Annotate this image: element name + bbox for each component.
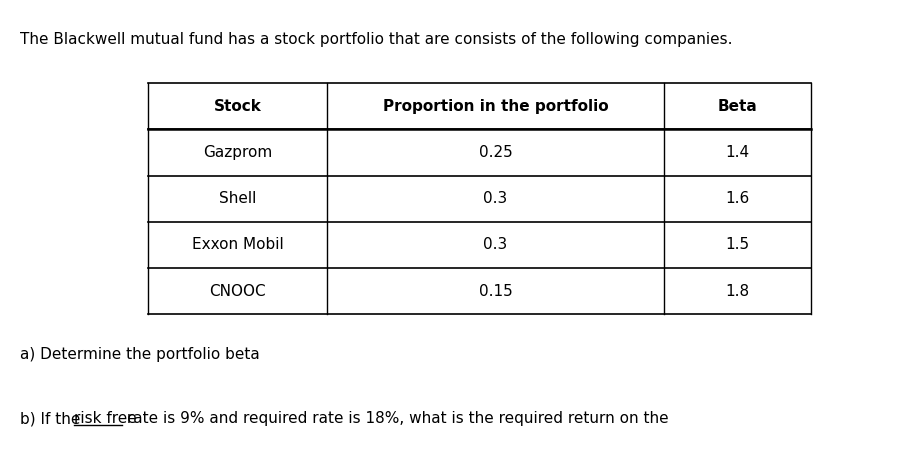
Text: 0.3: 0.3: [483, 191, 508, 206]
Text: 0.25: 0.25: [479, 145, 513, 160]
Text: The Blackwell mutual fund has a stock portfolio that are consists of the followi: The Blackwell mutual fund has a stock po…: [20, 32, 733, 47]
Text: 0.3: 0.3: [483, 237, 508, 252]
Text: Proportion in the portfolio: Proportion in the portfolio: [383, 99, 609, 114]
Text: Shell: Shell: [219, 191, 256, 206]
Text: risk free: risk free: [74, 411, 136, 426]
Text: a) Determine the portfolio beta: a) Determine the portfolio beta: [20, 346, 260, 361]
Text: 1.5: 1.5: [726, 237, 750, 252]
Text: rate is 9% and required rate is 18%, what is the required return on the: rate is 9% and required rate is 18%, wha…: [122, 411, 668, 426]
Text: Gazprom: Gazprom: [203, 145, 272, 160]
Text: Stock: Stock: [214, 99, 261, 114]
Text: 0.15: 0.15: [479, 284, 513, 298]
Text: 1.6: 1.6: [726, 191, 750, 206]
Text: Exxon Mobil: Exxon Mobil: [192, 237, 283, 252]
Text: Beta: Beta: [717, 99, 758, 114]
Text: 1.4: 1.4: [726, 145, 750, 160]
Text: b) If the: b) If the: [20, 411, 86, 426]
Text: CNOOC: CNOOC: [209, 284, 266, 298]
Text: 1.8: 1.8: [726, 284, 750, 298]
